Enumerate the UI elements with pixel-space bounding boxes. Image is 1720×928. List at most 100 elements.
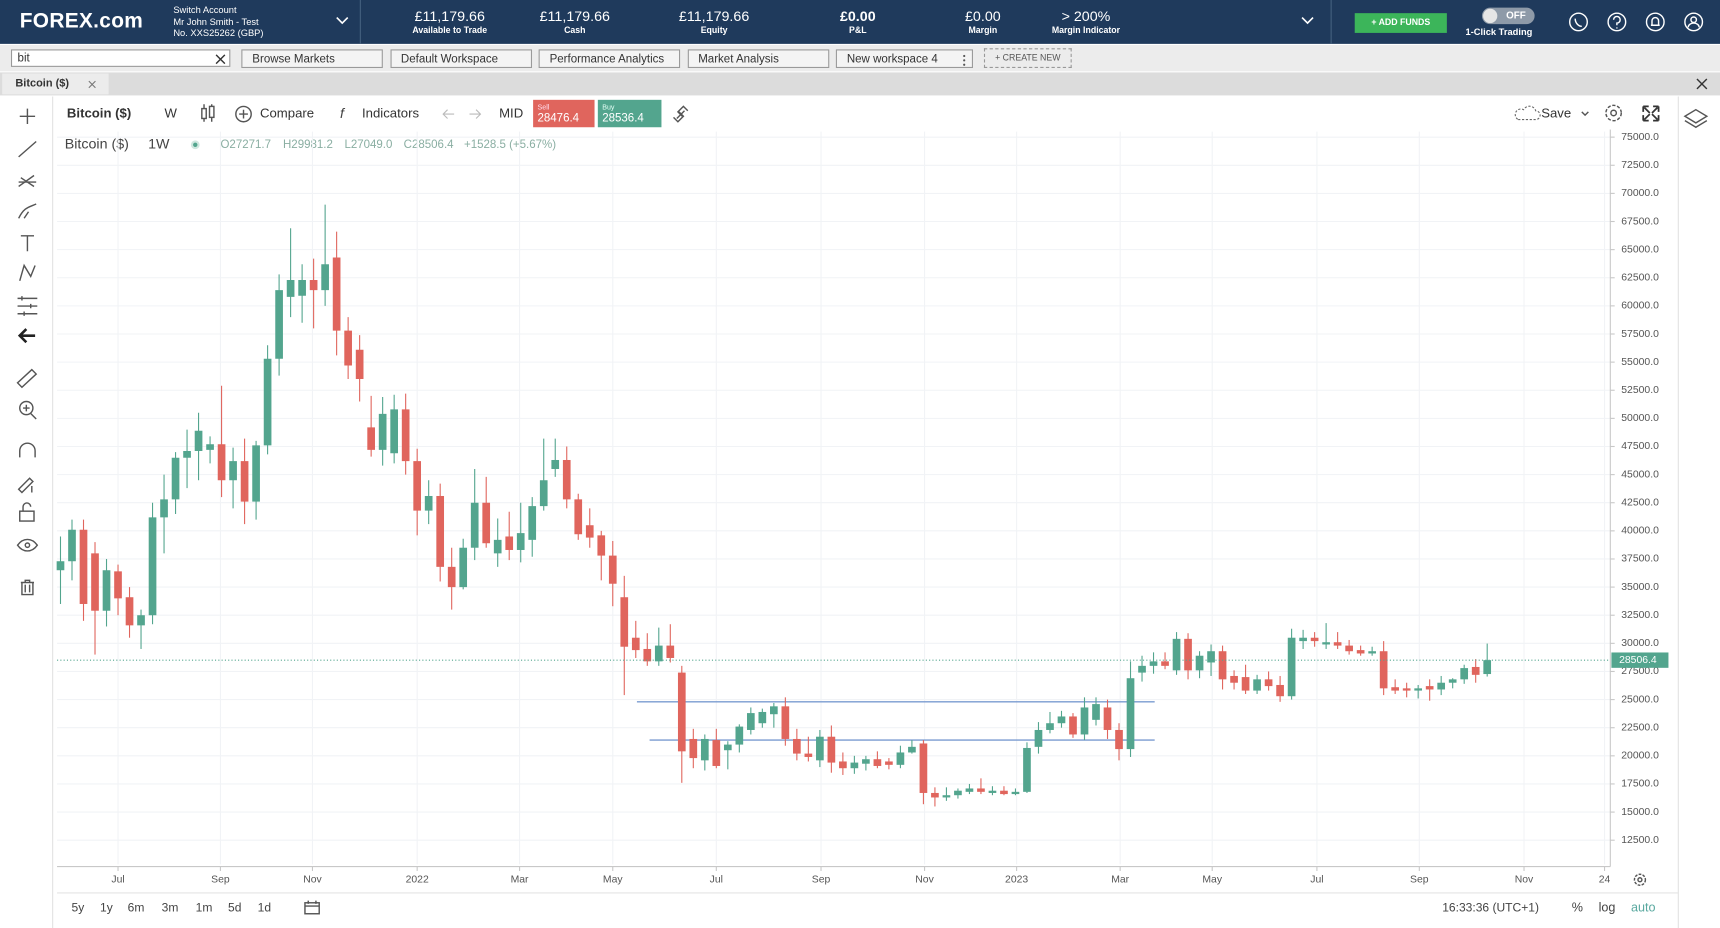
axis-option[interactable]: log	[1599, 901, 1616, 915]
range-button[interactable]: 5d	[228, 900, 241, 914]
range-button[interactable]: 1y	[100, 900, 113, 914]
add-funds-button[interactable]: + ADD FUNDS	[1354, 13, 1447, 33]
clear-search[interactable]	[214, 53, 227, 66]
link-icon[interactable]	[673, 105, 689, 123]
visibility-tool[interactable]	[16, 538, 39, 552]
tab-menu[interactable]	[961, 54, 968, 67]
candle-body	[631, 637, 640, 651]
y-tick-label: 75000.0	[1621, 132, 1659, 143]
layers-icon[interactable]	[1683, 108, 1709, 129]
profile-icon[interactable]	[1684, 12, 1704, 32]
account-number: No. XXS25262 (GBP)	[173, 27, 264, 39]
axis-option[interactable]: auto	[1631, 901, 1656, 915]
delete-tool[interactable]	[20, 579, 35, 596]
save-menu[interactable]	[1581, 111, 1589, 117]
compare-icon[interactable]	[235, 105, 252, 123]
buy-price: 28536.4	[602, 113, 644, 125]
date-range-icon[interactable]	[304, 900, 320, 915]
logo[interactable]: FOREX.com	[19, 9, 144, 33]
account-switcher[interactable]: Switch Account Mr John Smith - Test No. …	[173, 4, 263, 39]
workspace-tab[interactable]: Performance Analytics	[538, 49, 681, 69]
price-type[interactable]: MID	[499, 106, 523, 121]
workspace-tab[interactable]: New workspace 4	[835, 49, 973, 69]
candle-body	[562, 459, 571, 500]
workspace-tab[interactable]: Default Workspace	[389, 49, 532, 69]
magnet-tool[interactable]	[19, 442, 36, 458]
range-button[interactable]: 1m	[196, 900, 213, 914]
fib-tool[interactable]	[18, 174, 37, 188]
candle-body	[827, 736, 836, 763]
indicators-button[interactable]: Indicators	[362, 106, 419, 121]
undo-redo[interactable]	[442, 109, 482, 119]
instrument-tab[interactable]: Bitcoin ($)	[2, 73, 109, 95]
brush-tool[interactable]	[18, 203, 37, 219]
ruler-tool[interactable]	[16, 368, 38, 389]
prediction-tool[interactable]	[17, 296, 38, 316]
compare-button[interactable]: Compare	[260, 106, 314, 121]
close-panel[interactable]	[1696, 78, 1708, 90]
candle-body	[700, 738, 709, 761]
lock-tool[interactable]	[19, 510, 35, 522]
candle-body	[1368, 651, 1376, 654]
buy-button[interactable]	[597, 99, 662, 128]
settings-icon[interactable]	[1605, 104, 1622, 122]
save-button[interactable]: Save	[1541, 106, 1571, 121]
notifications-icon[interactable]	[1645, 12, 1665, 32]
range-button[interactable]: 5y	[72, 900, 85, 914]
candle-body	[585, 525, 594, 538]
create-new[interactable]: + CREATE NEW	[983, 48, 1072, 69]
sell-button[interactable]	[533, 99, 595, 128]
axis-settings[interactable]	[1633, 873, 1647, 886]
one-click-toggle[interactable]: OFF	[1481, 7, 1535, 25]
x-tick-label: 2022	[406, 874, 429, 885]
candle-body	[344, 330, 352, 366]
account-chevron[interactable]	[335, 15, 350, 26]
candle-body	[885, 761, 893, 765]
save-icon[interactable]	[1514, 105, 1541, 121]
range-button[interactable]: 3m	[162, 900, 179, 914]
zoom-tool[interactable]	[19, 400, 34, 416]
interval-select[interactable]: W	[165, 106, 178, 121]
workspace-tab[interactable]: Market Analysis	[687, 49, 829, 69]
axis-option[interactable]: %	[1572, 901, 1583, 915]
candle-body	[1138, 665, 1146, 673]
phone-icon[interactable]	[1569, 12, 1588, 32]
candle-body	[1356, 650, 1365, 654]
chart-type-icon[interactable]	[201, 104, 215, 122]
candle-body	[482, 502, 491, 544]
fullscreen-icon[interactable]	[1642, 105, 1660, 122]
line-tool[interactable]	[18, 140, 37, 158]
search-box[interactable]: bit	[10, 49, 231, 67]
y-tick-label: 27500.0	[1621, 666, 1659, 677]
candle-body	[1149, 661, 1158, 666]
last-price-box	[1611, 652, 1669, 668]
lock-draw-tool[interactable]	[17, 477, 34, 494]
candle-body	[654, 645, 663, 662]
close-tab[interactable]	[88, 80, 97, 89]
text-tool[interactable]	[20, 235, 35, 252]
y-tick-label: 70000.0	[1621, 188, 1659, 199]
candle-body	[597, 535, 606, 556]
candle-body	[436, 495, 445, 567]
candle-body	[1161, 661, 1169, 666]
candle-body	[677, 672, 686, 752]
y-tick-label: 40000.0	[1621, 526, 1659, 537]
candle-body	[1000, 790, 1008, 795]
range-button[interactable]: 6m	[128, 900, 145, 914]
back-tool[interactable]	[17, 328, 36, 344]
candle-body	[56, 561, 65, 571]
candle-body	[413, 461, 422, 511]
y-tick-label: 45000.0	[1621, 469, 1659, 480]
candle-body	[1230, 675, 1238, 683]
candle-body	[229, 461, 237, 481]
workspace-tab[interactable]: Browse Markets	[241, 49, 383, 69]
help-icon[interactable]	[1607, 12, 1627, 32]
instrument-select[interactable]: Bitcoin ($)	[67, 106, 131, 121]
candle-body	[1115, 729, 1123, 750]
range-button[interactable]: 1d	[258, 900, 271, 914]
stats-chevron[interactable]	[1300, 15, 1315, 26]
crosshair-tool[interactable]	[19, 108, 36, 124]
indicators-icon: f	[340, 106, 346, 122]
